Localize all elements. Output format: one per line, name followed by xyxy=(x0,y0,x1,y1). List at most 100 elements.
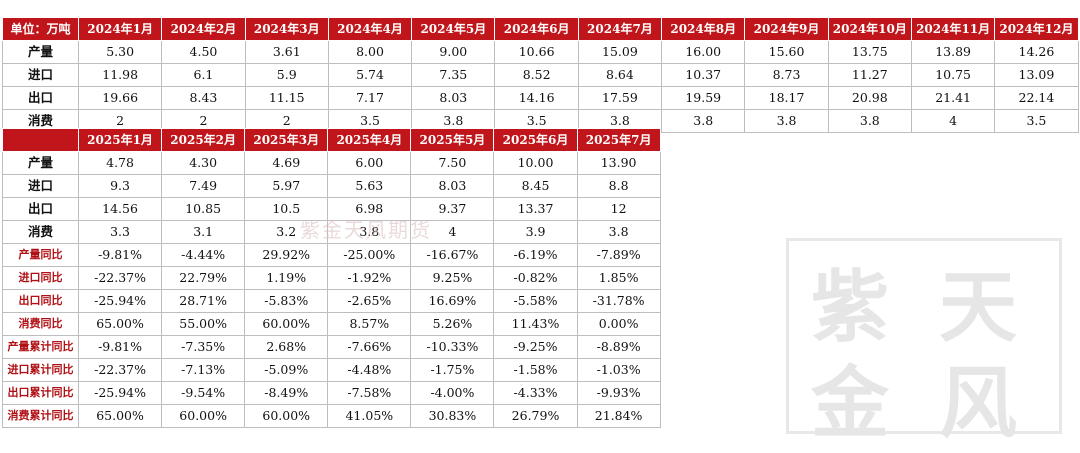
row-label: 进口 xyxy=(2,63,79,87)
table-cell: -5.83% xyxy=(244,289,329,313)
table-cell: 16.69% xyxy=(410,289,495,313)
month-header-cell: 2024年5月 xyxy=(411,17,496,41)
table-cell: 13.75 xyxy=(827,40,912,64)
table-cell: -9.93% xyxy=(576,381,661,405)
table-row: 进口 11.98 6.1 5.9 5.74 7.35 8.52 8.64 10.37 8.73 11… xyxy=(2,63,1079,87)
table-cell: -22.37% xyxy=(77,266,163,290)
month-header-cell: 2024年9月 xyxy=(744,17,829,41)
table-cell: 11.15 xyxy=(244,86,329,110)
table-2024: 单位：万吨 2024年1月 2024年2月 2024年3月 2024年4月 2024年5月… xyxy=(2,17,1079,133)
table-cell: 7.49 xyxy=(161,174,246,198)
table-cell: 3.8 xyxy=(661,109,746,133)
table-cell: 8.43 xyxy=(161,86,246,110)
seal-glyph: 天 xyxy=(939,262,1018,353)
table-cell: -22.37% xyxy=(77,358,163,382)
table-cell: 55.00% xyxy=(161,312,246,336)
table-row: 进口同比 -22.37% 22.79% 1.19% -1.92% 9.25% -0.82% 1… xyxy=(2,266,661,290)
row-label: 进口累计同比 xyxy=(2,358,79,382)
table-row: 产量同比 -9.81% -4.44% 29.92% -25.00% -16.67% -6.1… xyxy=(2,243,661,267)
table-row: 出口同比 -25.94% 28.71% -5.83% -2.65% 16.69% -5.58… xyxy=(2,289,661,313)
table-cell: -5.58% xyxy=(493,289,578,313)
table-cell: -10.33% xyxy=(410,335,495,359)
table-cell: 4.30 xyxy=(161,151,246,175)
table-cell: 22.79% xyxy=(161,266,246,290)
table-cell: 13.89 xyxy=(910,40,996,64)
header-row: 2025年1月 2025年2月 2025年3月 2025年4月 2025年5月 2025年… xyxy=(2,128,661,152)
month-header-cell: 2024年3月 xyxy=(244,17,329,41)
table-cell: 10.37 xyxy=(661,63,746,87)
table-cell: 8.00 xyxy=(327,40,413,64)
unit-header-cell xyxy=(2,128,79,152)
table-cell: -31.78% xyxy=(576,289,661,313)
table-cell: 1.85% xyxy=(576,266,661,290)
table-cell: 5.30 xyxy=(77,40,163,64)
table-cell: 10.85 xyxy=(161,197,246,221)
table-cell: -4.48% xyxy=(327,358,412,382)
table-cell: 8.45 xyxy=(493,174,578,198)
header-row: 单位：万吨 2024年1月 2024年2月 2024年3月 2024年4月 2024年5月… xyxy=(2,17,1079,41)
table-cell: 3.5 xyxy=(994,109,1079,133)
table-cell: -1.58% xyxy=(493,358,578,382)
table-cell: 0.00% xyxy=(576,312,661,336)
table-cell: -4.44% xyxy=(161,243,246,267)
table-cell: -25.94% xyxy=(77,289,163,313)
row-label: 出口 xyxy=(2,86,79,110)
table-cell: 3.8 xyxy=(827,109,912,133)
row-label: 出口 xyxy=(2,197,79,221)
table-cell: -9.81% xyxy=(77,243,163,267)
row-label: 产量 xyxy=(2,40,79,64)
table-cell: 9.37 xyxy=(410,197,495,221)
table-cell: 6.1 xyxy=(161,63,246,87)
month-header-cell: 2024年7月 xyxy=(577,17,663,41)
table-cell: 7.50 xyxy=(410,151,495,175)
table-cell: 11.98 xyxy=(77,63,163,87)
table-cell: 16.00 xyxy=(661,40,746,64)
table-cell: -7.58% xyxy=(327,381,412,405)
table-cell: -0.82% xyxy=(493,266,578,290)
table-cell: -9.54% xyxy=(161,381,246,405)
table-cell: 26.79% xyxy=(493,404,578,428)
table-row: 产量 4.78 4.30 4.69 6.00 7.50 10.00 13.90 xyxy=(2,151,661,175)
month-header-cell: 2025年3月 xyxy=(244,128,329,152)
month-header-cell: 2024年11月 xyxy=(910,17,996,41)
table-cell: -7.35% xyxy=(161,335,246,359)
month-header-cell: 2024年4月 xyxy=(327,17,413,41)
table-cell: -16.67% xyxy=(410,243,495,267)
table-cell: 8.64 xyxy=(577,63,663,87)
table-cell: 14.16 xyxy=(494,86,579,110)
table-cell: 14.26 xyxy=(994,40,1079,64)
month-header-cell: 2025年7月 xyxy=(576,128,661,152)
table-row: 出口 19.66 8.43 11.15 7.17 8.03 14.16 17.59 19.59 1… xyxy=(2,86,1079,110)
row-label: 消费累计同比 xyxy=(2,404,79,428)
table-cell: 7.17 xyxy=(327,86,413,110)
table-cell: -5.09% xyxy=(244,358,329,382)
table-cell: -7.89% xyxy=(576,243,661,267)
month-header-cell: 2025年2月 xyxy=(161,128,246,152)
table-cell: -25.94% xyxy=(77,381,163,405)
table-cell: -1.03% xyxy=(576,358,661,382)
table-cell: 10.5 xyxy=(244,197,329,221)
table-cell: 21.84% xyxy=(576,404,661,428)
table-cell: 1.19% xyxy=(244,266,329,290)
month-header-cell: 2024年12月 xyxy=(994,17,1079,41)
table-cell: 15.09 xyxy=(577,40,663,64)
table-cell: 22.14 xyxy=(994,86,1079,110)
table-row: 消费 3.3 3.1 3.2 3.8 4 3.9 3.8 xyxy=(2,220,661,244)
month-header-cell: 2024年6月 xyxy=(494,17,579,41)
table-cell: 29.92% xyxy=(244,243,329,267)
table-cell: 2.68% xyxy=(244,335,329,359)
table-cell: 60.00% xyxy=(244,312,329,336)
table-cell: 3.8 xyxy=(576,220,661,244)
seal-glyph: 风 xyxy=(939,358,1018,449)
table-cell: 41.05% xyxy=(327,404,412,428)
table-cell: -7.66% xyxy=(327,335,412,359)
table-cell: 14.56 xyxy=(77,197,163,221)
month-header-cell: 2025年1月 xyxy=(77,128,163,152)
month-header-cell: 2024年8月 xyxy=(661,17,746,41)
table-row: 产量 5.30 4.50 3.61 8.00 9.00 10.66 15.09 16.00 15.… xyxy=(2,40,1079,64)
table-cell: -4.00% xyxy=(410,381,495,405)
table-cell: -9.25% xyxy=(493,335,578,359)
table-cell: 28.71% xyxy=(161,289,246,313)
table-cell: -7.13% xyxy=(161,358,246,382)
seal-glyph: 金 xyxy=(811,358,890,449)
